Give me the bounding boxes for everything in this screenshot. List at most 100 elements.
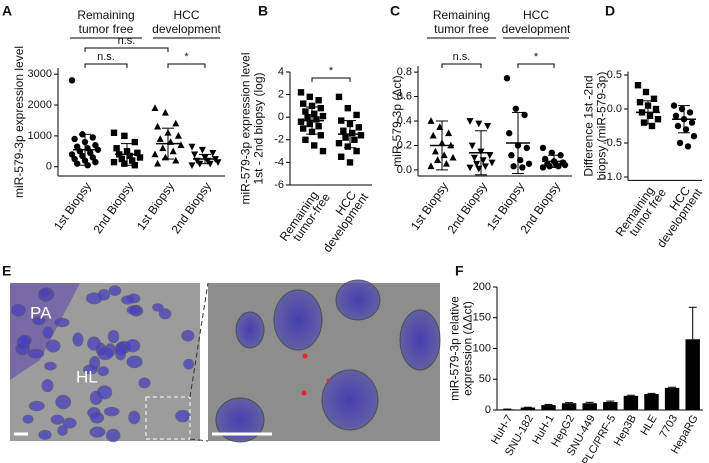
bar (664, 387, 680, 410)
microscopy-panel: PA HL E (2, 263, 441, 443)
group-label: development (152, 22, 221, 36)
data-point (427, 162, 435, 170)
data-point (670, 102, 678, 109)
data-point (311, 142, 318, 149)
y-tick-label: 4 (278, 66, 284, 78)
nucleus (28, 400, 45, 412)
signal-dot (301, 390, 307, 396)
nucleus (183, 358, 195, 370)
bar (685, 339, 700, 410)
y-tick-label: 0 (278, 111, 284, 123)
significance-bracket (84, 63, 128, 68)
y-tick-label: 50 (479, 373, 491, 385)
data-point (338, 117, 345, 124)
data-point (71, 135, 78, 143)
data-point (306, 93, 313, 101)
nucleus (115, 345, 127, 361)
data-point (634, 82, 642, 89)
data-point (335, 139, 343, 147)
data-point (519, 164, 526, 171)
region-label: HL (76, 367, 98, 386)
nucleus (42, 326, 54, 339)
data-point (74, 160, 81, 167)
data-point (174, 132, 182, 139)
significance-bracket (84, 47, 169, 52)
y-tick-label: 0.0 (397, 164, 412, 176)
y-axis-label: miR-579-3p relative (448, 296, 462, 401)
data-point (517, 156, 524, 164)
x-tick-label: 2nd Biopsy (91, 180, 137, 237)
data-point (297, 89, 305, 96)
data-point (676, 139, 684, 147)
nucleus (39, 288, 51, 297)
data-point (151, 150, 159, 158)
data-point (340, 127, 347, 134)
data-point (688, 119, 696, 126)
y-tick-label: 0.0 (607, 103, 622, 115)
nucleus (89, 412, 105, 424)
y-tick-label: 0 (485, 404, 491, 416)
data-point (542, 155, 549, 163)
panel-letter: A (2, 3, 12, 19)
data-point (319, 112, 327, 120)
y-tick-label: -2 (274, 134, 284, 146)
data-point (118, 155, 125, 163)
data-point (300, 125, 307, 132)
nucleus (55, 394, 72, 410)
nucleus (85, 292, 103, 305)
data-point (674, 122, 682, 130)
data-point (113, 145, 120, 152)
region-label: PA (30, 303, 52, 322)
panel-letter: B (258, 3, 268, 19)
data-point (317, 104, 324, 112)
data-point (154, 122, 162, 130)
data-point (510, 163, 517, 170)
y-tick-label: 0.2 (397, 139, 412, 151)
group-label: HCC (174, 8, 200, 22)
data-point (512, 105, 519, 112)
data-point (172, 119, 180, 127)
y-axis-label: Difference 1st -2nd (582, 75, 596, 176)
data-point (198, 146, 206, 154)
data-point (68, 77, 76, 84)
data-point (561, 161, 569, 169)
data-point (302, 136, 309, 143)
data-point (134, 149, 141, 157)
zoom-line (189, 282, 209, 398)
signal-dot (326, 378, 330, 382)
nucleus (107, 329, 120, 344)
panel-letter: E (2, 263, 11, 279)
nucleus (126, 355, 143, 369)
data-point (308, 102, 316, 110)
data-point (169, 147, 177, 155)
bar (603, 402, 618, 410)
x-tick-label: 1st Biopsy (408, 180, 451, 233)
data-point (468, 142, 476, 150)
x-tick-label: 2nd Biopsy (445, 180, 491, 237)
data-point (470, 154, 478, 162)
data-point (672, 112, 680, 120)
nucleus (82, 364, 98, 375)
data-point (353, 111, 360, 119)
data-point (302, 108, 309, 115)
zoom-line (189, 438, 209, 442)
data-point (188, 162, 196, 170)
nucleus (128, 410, 141, 425)
nucleus (335, 279, 381, 321)
significance-label: * (329, 65, 334, 77)
y-tick-label: 2 (278, 89, 284, 101)
x-tick-label: 1st Biopsy (51, 180, 94, 233)
data-point (431, 147, 439, 155)
data-point (357, 132, 365, 139)
significance-bracket (167, 63, 206, 68)
data-point (154, 159, 162, 167)
signal-dot (302, 353, 308, 359)
data-point (317, 132, 324, 139)
group-label: HCC (523, 8, 549, 22)
significance-label: n.s. (97, 51, 115, 63)
nucleus (181, 329, 195, 342)
nucleus (50, 414, 65, 425)
y-tick-label: -4 (274, 156, 284, 168)
nucleus (175, 409, 191, 423)
